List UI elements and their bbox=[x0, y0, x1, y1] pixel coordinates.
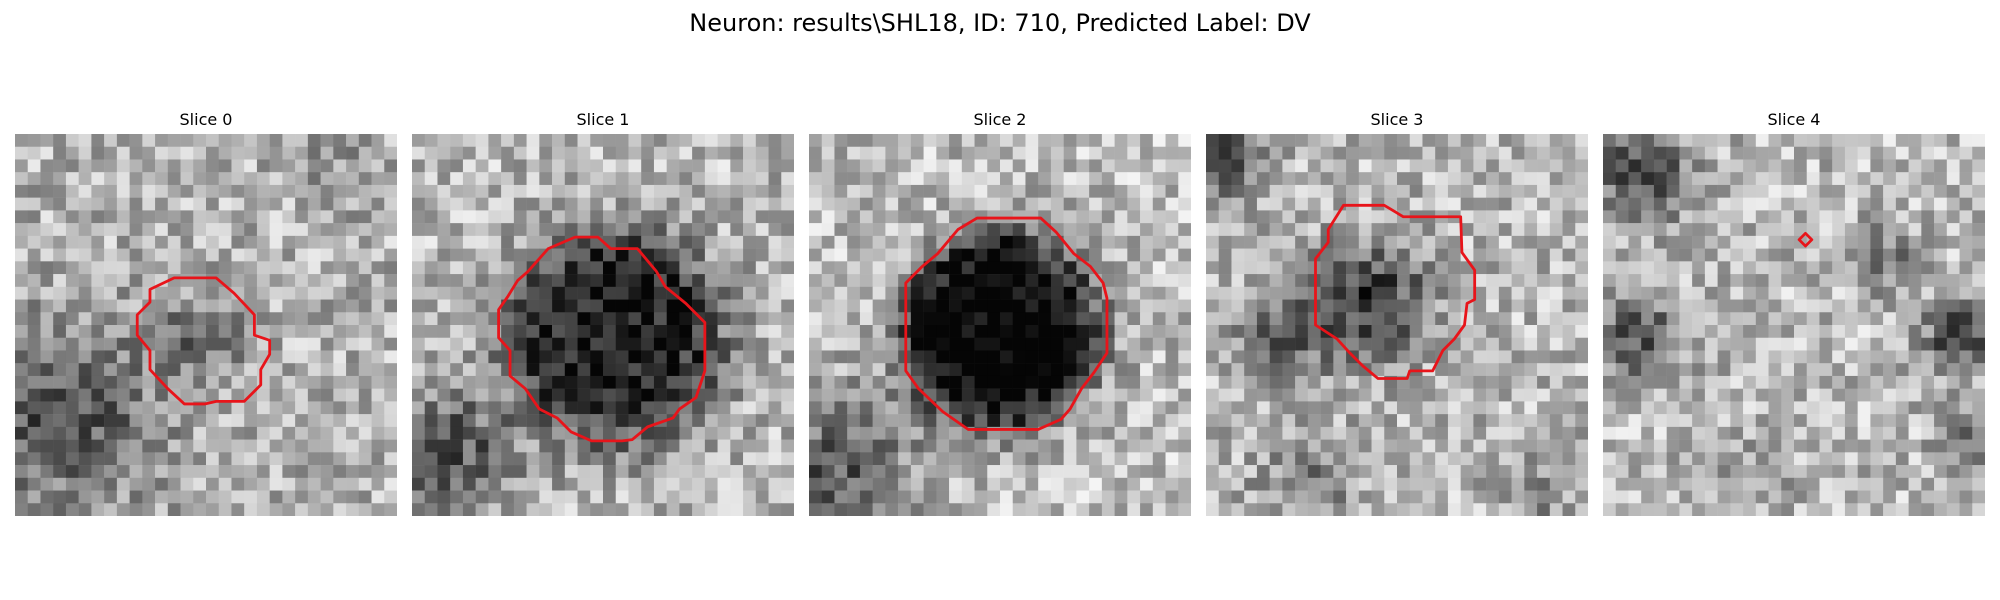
roi-contour-0 bbox=[135, 276, 272, 406]
slice-svg-1 bbox=[412, 134, 794, 516]
slice-panel-1: Slice 1 bbox=[412, 108, 794, 516]
slice-image-3 bbox=[1206, 134, 1588, 516]
slice-panel-0: Slice 0 bbox=[15, 108, 397, 516]
slice-panel-2: Slice 2 bbox=[809, 108, 1191, 516]
slice-image-0 bbox=[15, 134, 397, 516]
slice-title-1: Slice 1 bbox=[576, 110, 630, 129]
slice-image-1 bbox=[412, 134, 794, 516]
slice-image-4 bbox=[1603, 134, 1985, 516]
slice-panel-4: Slice 4 bbox=[1603, 108, 1985, 516]
slice-title-4: Slice 4 bbox=[1767, 110, 1821, 129]
slice-image-2 bbox=[809, 134, 1191, 516]
figure-title: Neuron: results\SHL18, ID: 710, Predicte… bbox=[689, 9, 1311, 37]
roi-contour-2 bbox=[904, 216, 1109, 431]
slice-panel-3: Slice 3 bbox=[1206, 108, 1588, 516]
slice-title-3: Slice 3 bbox=[1370, 110, 1424, 129]
slice-svg-4 bbox=[1603, 134, 1985, 516]
roi-contour-3 bbox=[1314, 203, 1477, 380]
slice-svg-0 bbox=[15, 134, 397, 516]
slice-title-0: Slice 0 bbox=[179, 110, 233, 129]
roi-contour-1 bbox=[497, 235, 707, 443]
slice-svg-3 bbox=[1206, 134, 1588, 516]
slice-title-2: Slice 2 bbox=[973, 110, 1027, 129]
slice-svg-2 bbox=[809, 134, 1191, 516]
roi-contour-4 bbox=[1797, 231, 1814, 248]
